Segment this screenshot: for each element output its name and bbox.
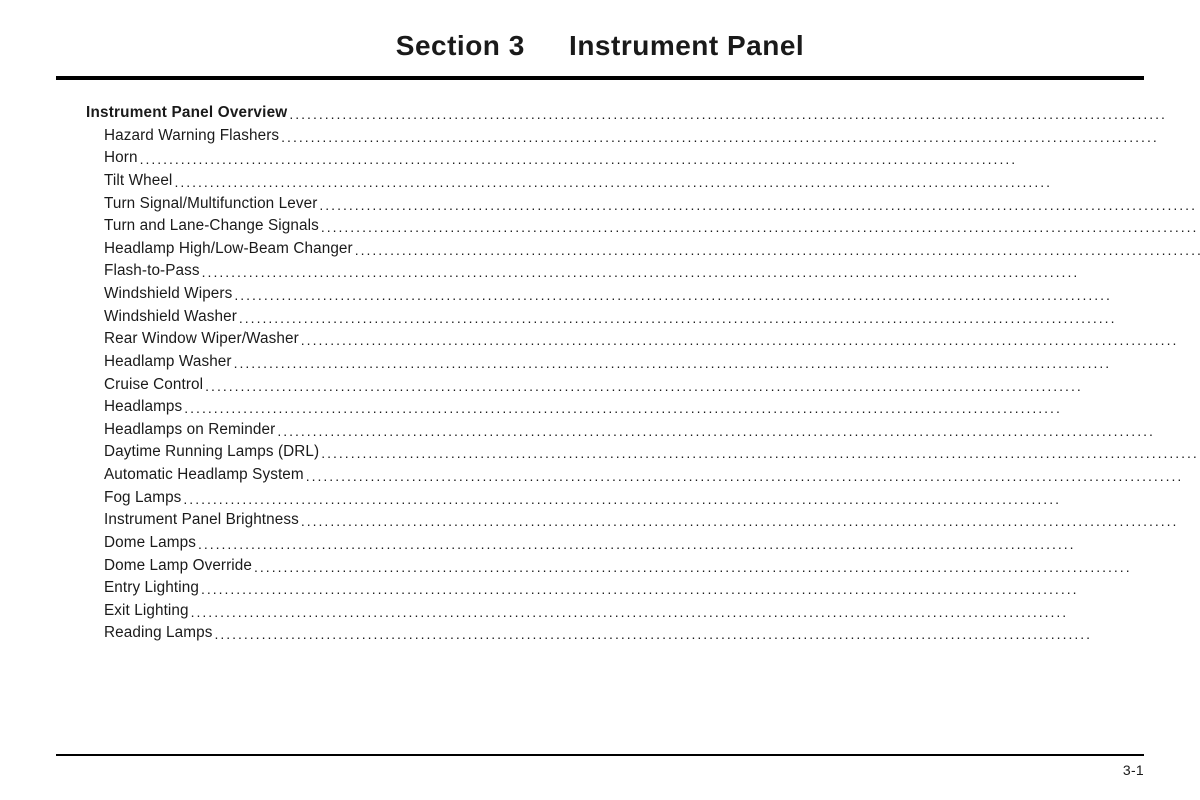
toc-label: Instrument Panel Overview <box>86 102 287 125</box>
toc-entry: Dome Lamp Override3-16 <box>86 555 1200 578</box>
toc-entry: Cruise Control3-10 <box>86 374 1200 397</box>
toc-leader-dots <box>202 260 1200 283</box>
toc-entry: Dome Lamps3-16 <box>86 532 1200 555</box>
toc-label: Headlamps <box>86 396 182 419</box>
toc-leader-dots <box>183 487 1200 510</box>
page-footer: 3-1 <box>56 754 1144 778</box>
toc-entry: Entry Lighting3-16 <box>86 577 1200 600</box>
title-rule <box>56 76 1144 80</box>
toc-entry: Fog Lamps3-15 <box>86 487 1200 510</box>
toc-entry: Turn and Lane-Change Signals3-7 <box>86 215 1200 238</box>
toc-label: Tilt Wheel <box>86 170 172 193</box>
toc-entry: Exit Lighting3-17 <box>86 600 1200 623</box>
toc-label: Daytime Running Lamps (DRL) <box>86 441 319 464</box>
toc-leader-dots <box>301 328 1200 351</box>
toc-leader-dots <box>321 441 1200 464</box>
toc-leader-dots <box>289 102 1200 125</box>
toc-leader-dots <box>301 509 1200 532</box>
toc-label: Headlamp High/Low-Beam Changer <box>86 238 353 261</box>
toc-label: Exit Lighting <box>86 600 189 623</box>
toc-leader-dots <box>254 555 1200 578</box>
toc-label: Horn <box>86 147 138 170</box>
toc-label: Instrument Panel Brightness <box>86 509 299 532</box>
section-title: Section 3 Instrument Panel <box>56 30 1144 62</box>
toc-entry: Windshield Wipers3-8 <box>86 283 1200 306</box>
toc-entry: Hazard Warning Flashers3-6 <box>86 125 1200 148</box>
toc-leader-dots <box>184 396 1200 419</box>
section-name: Instrument Panel <box>569 30 804 61</box>
toc-entry: Headlamps on Reminder3-14 <box>86 419 1200 442</box>
toc-entry: Headlamps3-13 <box>86 396 1200 419</box>
toc-leader-dots <box>321 215 1200 238</box>
toc-label: Reading Lamps <box>86 622 212 645</box>
toc-label: Headlamps on Reminder <box>86 419 275 442</box>
toc-leader-dots <box>214 622 1200 645</box>
toc-entry: Flash-to-Pass3-8 <box>86 260 1200 283</box>
toc-label: Dome Lamps <box>86 532 196 555</box>
toc-label: Entry Lighting <box>86 577 199 600</box>
toc-leader-dots <box>239 306 1200 329</box>
footer-rule <box>56 754 1144 756</box>
toc-leader-dots <box>198 532 1200 555</box>
toc-label: Windshield Wipers <box>86 283 232 306</box>
toc-entry: Instrument Panel Brightness3-16 <box>86 509 1200 532</box>
toc-entry: Horn3-6 <box>86 147 1200 170</box>
toc-label: Turn and Lane-Change Signals <box>86 215 319 238</box>
toc-entry: Headlamp Washer3-10 <box>86 351 1200 374</box>
toc-entry: Instrument Panel Overview3-4 <box>86 102 1200 125</box>
toc-label: Fog Lamps <box>86 487 181 510</box>
toc-label: Cruise Control <box>86 374 203 397</box>
toc-entry: Turn Signal/Multifunction Lever3-6 <box>86 193 1200 216</box>
toc-entry: Headlamp High/Low-Beam Changer3-7 <box>86 238 1200 261</box>
toc-label: Hazard Warning Flashers <box>86 125 279 148</box>
toc-leader-dots <box>174 170 1200 193</box>
toc-leader-dots <box>277 419 1200 442</box>
toc-entry: Reading Lamps3-17 <box>86 622 1200 645</box>
section-number: Section 3 <box>396 30 525 61</box>
toc-columns: Instrument Panel Overview3-4Hazard Warni… <box>56 102 1144 645</box>
toc-leader-dots <box>306 464 1200 487</box>
toc-label: Windshield Washer <box>86 306 237 329</box>
toc-label: Dome Lamp Override <box>86 555 252 578</box>
toc-leader-dots <box>191 600 1200 623</box>
toc-entry: Automatic Headlamp System3-14 <box>86 464 1200 487</box>
toc-leader-dots <box>140 147 1200 170</box>
toc-leader-dots <box>201 577 1200 600</box>
toc-leader-dots <box>234 351 1200 374</box>
toc-leader-dots <box>205 374 1200 397</box>
toc-leader-dots <box>281 125 1200 148</box>
toc-entry: Rear Window Wiper/Washer3-9 <box>86 328 1200 351</box>
toc-entry: Daytime Running Lamps (DRL)3-14 <box>86 441 1200 464</box>
toc-label: Headlamp Washer <box>86 351 232 374</box>
footer-page-number: 3-1 <box>56 762 1144 778</box>
toc-label: Turn Signal/Multifunction Lever <box>86 193 317 216</box>
toc-leader-dots <box>234 283 1200 306</box>
toc-label: Automatic Headlamp System <box>86 464 304 487</box>
toc-column-left: Instrument Panel Overview3-4Hazard Warni… <box>86 102 1200 645</box>
toc-label: Flash-to-Pass <box>86 260 200 283</box>
toc-leader-dots <box>355 238 1200 261</box>
toc-entry: Tilt Wheel3-6 <box>86 170 1200 193</box>
toc-label: Rear Window Wiper/Washer <box>86 328 299 351</box>
toc-entry: Windshield Washer3-9 <box>86 306 1200 329</box>
toc-leader-dots <box>319 193 1200 216</box>
